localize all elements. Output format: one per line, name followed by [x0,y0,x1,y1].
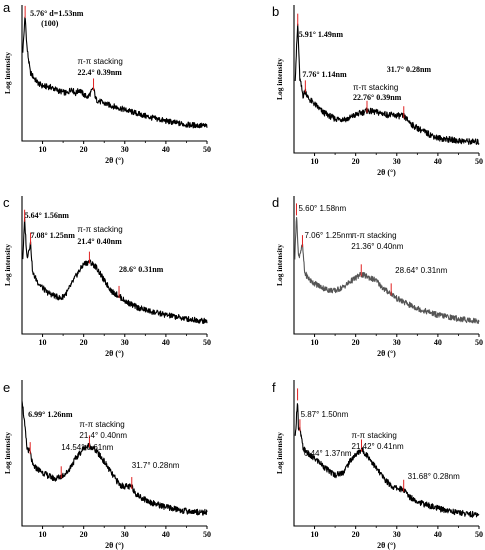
x-tick-label: 10 [311,157,319,166]
panel-a: a 10 20 30 40 50 2θ (°) Log intensity 5.76° d=1.… [3,0,211,165]
peak-annotation: 28.64° 0.31nm [395,266,447,275]
x-tick-label: 30 [121,145,129,154]
peak-annotation: 5.91° 1.49nm [299,30,344,39]
y-axis-label: Log intensity [275,58,284,100]
peak-annotation: 5.60° 1.58nm [298,204,346,213]
y-axis-label: Log intensity [275,244,284,286]
peak-annotation: π-π stacking [351,231,396,240]
x-tick-label: 50 [475,530,483,539]
axes-frame [293,196,479,335]
y-axis-label: Log intensity [3,52,12,94]
panel-letter: e [3,380,10,395]
x-tick-label: 40 [434,157,442,166]
x-tick-label: 30 [393,338,401,347]
x-tick-label: 10 [39,145,47,154]
peak-annotation: 7.06° 1.25nm [304,231,352,240]
peak-annotation: 5.76° d=1.53nm [30,9,84,18]
xrd-trace-a [22,16,208,129]
x-tick-label: 50 [475,338,483,347]
x-tick-label: 20 [352,530,360,539]
y-axis-label: Log intensity [3,432,12,474]
peak-annotation: (100) [41,19,59,28]
x-tick-label: 30 [393,530,401,539]
x-tick-label: 10 [311,338,319,347]
panel-f: f 10 20 30 40 50 2θ (°) Log intensity 5.87° 1.50… [272,380,483,550]
peak-annotation: 21.4° 0.40nm [79,431,127,440]
x-tick-label: 40 [162,145,170,154]
x-tick-label: 50 [203,145,211,154]
panel-d: d 10 20 30 40 50 2θ (°) Log intensity 5.60° 1.58… [272,195,483,358]
xrd-trace-e [21,401,208,516]
xrd-trace-b [294,23,480,145]
x-tick-label: 10 [311,530,319,539]
peak-annotation: 21.4° 0.40nm [77,237,122,246]
x-tick-label: 50 [475,157,483,166]
xrd-trace-c [22,217,208,325]
x-tick-label: 30 [393,157,401,166]
x-tick-label: 40 [434,530,442,539]
x-axis-label: 2θ (°) [377,168,396,177]
x-axis-label: 2θ (°) [377,541,396,550]
peak-annotation: π-π stacking [78,57,123,66]
y-axis-label: Log intensity [3,244,12,286]
panel-e: e 10 20 30 40 50 2θ (°) Log intensity 6.99° 1.26… [3,380,211,550]
peak-annotation: π-π stacking [352,431,397,440]
x-tick-label: 20 [80,145,88,154]
peak-annotation: 7.76° 1.14nm [302,70,347,79]
peak-annotation: π-π stacking [77,225,122,234]
x-tick-label: 20 [352,338,360,347]
panel-letter: f [272,380,276,395]
x-axis-label: 2θ (°) [377,349,396,358]
peak-annotation: π-π stacking [353,83,398,92]
x-tick-label: 40 [162,530,170,539]
axes-frame [293,5,479,154]
peak-annotation: π-π stacking [79,420,124,429]
xrd-trace-f [294,403,480,518]
x-tick-label: 50 [203,530,211,539]
x-tick-label: 20 [80,338,88,347]
peak-annotation: 7.08° 1.25nm [31,231,76,240]
x-axis-label: 2θ (°) [105,349,124,358]
peak-annotation: 31.7° 0.28nm [132,461,180,470]
xrd-trace-d [294,216,480,324]
panel-b: b 10 20 30 40 50 2θ (°) Log intensity 5.91° 1.49… [272,4,483,177]
peak-annotation: 31.7° 0.28nm [387,65,432,74]
x-tick-label: 40 [162,338,170,347]
x-tick-label: 10 [39,530,47,539]
peak-annotation: 22.4° 0.39nm [78,68,123,77]
x-tick-label: 10 [39,338,47,347]
axes-frame [21,380,207,527]
x-tick-label: 20 [352,157,360,166]
peak-annotation: 28.6° 0.31nm [119,265,164,274]
panel-letter: d [272,195,279,210]
x-tick-label: 20 [80,530,88,539]
peak-annotation: 5.87° 1.50nm [301,410,349,419]
peak-annotation: 21.36° 0.40nm [351,242,403,251]
peak-annotation: 6.99° 1.26nm [28,410,73,419]
peak-annotation: 22.76° 0.39nm [353,93,402,102]
x-tick-label: 30 [121,338,129,347]
peak-annotation: 21.42° 0.41nm [352,442,404,451]
panel-letter: a [3,0,11,15]
panel-c: c 10 20 30 40 50 2θ (°) Log intensity 5.64° 1.56… [3,195,211,358]
y-axis-label: Log intensity [275,432,284,474]
x-axis-label: 2θ (°) [105,156,124,165]
x-tick-label: 30 [121,530,129,539]
panel-letter: b [272,4,279,19]
x-axis-label: 2θ (°) [105,541,124,550]
peak-annotation: 6.44° 1.37nm [304,449,352,458]
x-tick-label: 50 [203,338,211,347]
peak-annotation: 14.54° 0.61nm [61,443,113,452]
x-tick-label: 40 [434,338,442,347]
panel-letter: c [3,195,10,210]
peak-annotation: 31.68° 0.28nm [408,472,460,481]
peak-annotation: 5.64° 1.56nm [25,211,70,220]
